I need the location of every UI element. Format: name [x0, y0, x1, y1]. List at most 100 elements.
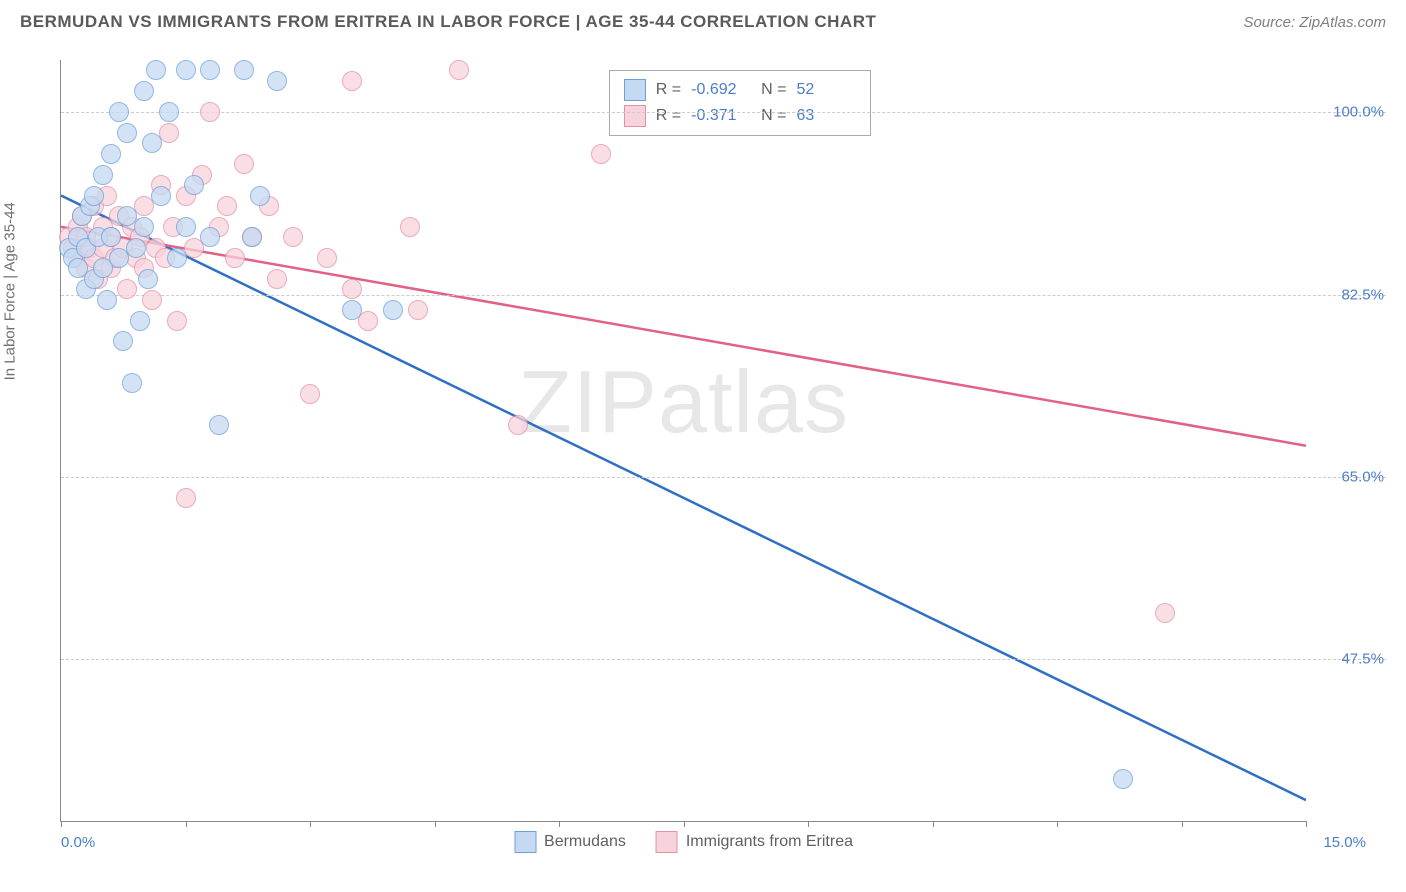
watermark-atlas: atlas: [658, 352, 849, 451]
scatter-point-eritrea: [408, 300, 428, 320]
scatter-point-bermudans: [176, 217, 196, 237]
scatter-point-eritrea: [117, 279, 137, 299]
scatter-point-bermudans: [200, 227, 220, 247]
x-tick: [310, 821, 311, 827]
scatter-point-eritrea: [449, 60, 469, 80]
scatter-point-bermudans: [209, 415, 229, 435]
scatter-point-bermudans: [97, 290, 117, 310]
gridline: [61, 112, 1386, 113]
scatter-point-bermudans: [250, 186, 270, 206]
scatter-point-bermudans: [234, 60, 254, 80]
x-tick: [684, 821, 685, 827]
legend-label-bermudans: Bermudans: [544, 833, 626, 851]
scatter-point-bermudans: [117, 123, 137, 143]
trend-line-bermudans: [61, 196, 1306, 801]
trend-line-eritrea: [61, 227, 1306, 446]
r-value-bermudans: -0.692: [691, 81, 751, 99]
n-label: N =: [761, 107, 786, 125]
scatter-point-bermudans: [342, 300, 362, 320]
y-axis-label: In Labor Force | Age 35-44: [2, 202, 19, 380]
scatter-point-eritrea: [234, 154, 254, 174]
scatter-point-bermudans: [134, 81, 154, 101]
gridline: [61, 477, 1386, 478]
scatter-point-eritrea: [358, 311, 378, 331]
legend-label-eritrea: Immigrants from Eritrea: [686, 833, 853, 851]
x-tick: [61, 821, 62, 827]
r-label: R =: [656, 81, 681, 99]
scatter-point-eritrea: [225, 248, 245, 268]
r-label: R =: [656, 107, 681, 125]
y-tick-label: 100.0%: [1314, 104, 1384, 121]
x-tick: [933, 821, 934, 827]
scatter-point-bermudans: [113, 331, 133, 351]
swatch-eritrea: [624, 105, 646, 127]
plot-area: ZIPatlas R = -0.692 N = 52 R = -0.371 N …: [60, 60, 1306, 822]
trend-lines: [61, 60, 1306, 821]
legend-item-eritrea: Immigrants from Eritrea: [656, 831, 853, 853]
scatter-point-eritrea: [217, 196, 237, 216]
scatter-point-bermudans: [167, 248, 187, 268]
scatter-point-bermudans: [134, 217, 154, 237]
scatter-point-eritrea: [342, 71, 362, 91]
legend-item-bermudans: Bermudans: [514, 831, 626, 853]
scatter-point-bermudans: [93, 165, 113, 185]
scatter-point-bermudans: [146, 60, 166, 80]
watermark-zip: ZIP: [518, 352, 658, 451]
x-tick: [186, 821, 187, 827]
x-tick: [808, 821, 809, 827]
scatter-point-bermudans: [126, 238, 146, 258]
scatter-point-bermudans: [1113, 769, 1133, 789]
scatter-point-eritrea: [508, 415, 528, 435]
scatter-point-bermudans: [184, 175, 204, 195]
scatter-point-eritrea: [167, 311, 187, 331]
scatter-point-bermudans: [242, 227, 262, 247]
series-legend: Bermudans Immigrants from Eritrea: [514, 831, 853, 853]
y-tick-label: 65.0%: [1314, 468, 1384, 485]
scatter-point-eritrea: [267, 269, 287, 289]
y-tick-label: 47.5%: [1314, 651, 1384, 668]
scatter-point-eritrea: [283, 227, 303, 247]
x-tick: [435, 821, 436, 827]
r-value-eritrea: -0.371: [691, 107, 751, 125]
scatter-point-bermudans: [159, 102, 179, 122]
scatter-point-bermudans: [122, 373, 142, 393]
scatter-point-bermudans: [176, 60, 196, 80]
scatter-point-eritrea: [317, 248, 337, 268]
n-value-eritrea: 63: [796, 107, 856, 125]
scatter-point-bermudans: [138, 269, 158, 289]
scatter-point-bermudans: [267, 71, 287, 91]
scatter-point-bermudans: [151, 186, 171, 206]
scatter-point-bermudans: [109, 102, 129, 122]
n-label: N =: [761, 81, 786, 99]
gridline: [61, 295, 1386, 296]
correlation-stats-legend: R = -0.692 N = 52 R = -0.371 N = 63: [609, 70, 872, 136]
scatter-point-bermudans: [142, 133, 162, 153]
watermark: ZIPatlas: [518, 351, 849, 453]
x-tick: [1057, 821, 1058, 827]
gridline: [61, 659, 1386, 660]
scatter-point-bermudans: [130, 311, 150, 331]
stats-row-eritrea: R = -0.371 N = 63: [624, 103, 857, 129]
x-tick: [1306, 821, 1307, 827]
scatter-point-eritrea: [300, 384, 320, 404]
swatch-bermudans: [514, 831, 536, 853]
scatter-point-bermudans: [101, 144, 121, 164]
scatter-point-bermudans: [200, 60, 220, 80]
x-axis-end-label: 15.0%: [1323, 834, 1366, 851]
chart-container: In Labor Force | Age 35-44 ZIPatlas R = …: [20, 50, 1386, 872]
n-value-bermudans: 52: [796, 81, 856, 99]
scatter-point-eritrea: [400, 217, 420, 237]
scatter-point-bermudans: [383, 300, 403, 320]
scatter-point-eritrea: [200, 102, 220, 122]
scatter-point-bermudans: [101, 227, 121, 247]
scatter-point-eritrea: [176, 488, 196, 508]
source-attribution: Source: ZipAtlas.com: [1243, 14, 1386, 31]
x-axis-start-label: 0.0%: [61, 834, 95, 851]
scatter-point-eritrea: [142, 290, 162, 310]
y-tick-label: 82.5%: [1314, 286, 1384, 303]
swatch-eritrea: [656, 831, 678, 853]
swatch-bermudans: [624, 79, 646, 101]
scatter-point-eritrea: [342, 279, 362, 299]
stats-row-bermudans: R = -0.692 N = 52: [624, 77, 857, 103]
x-tick: [1182, 821, 1183, 827]
